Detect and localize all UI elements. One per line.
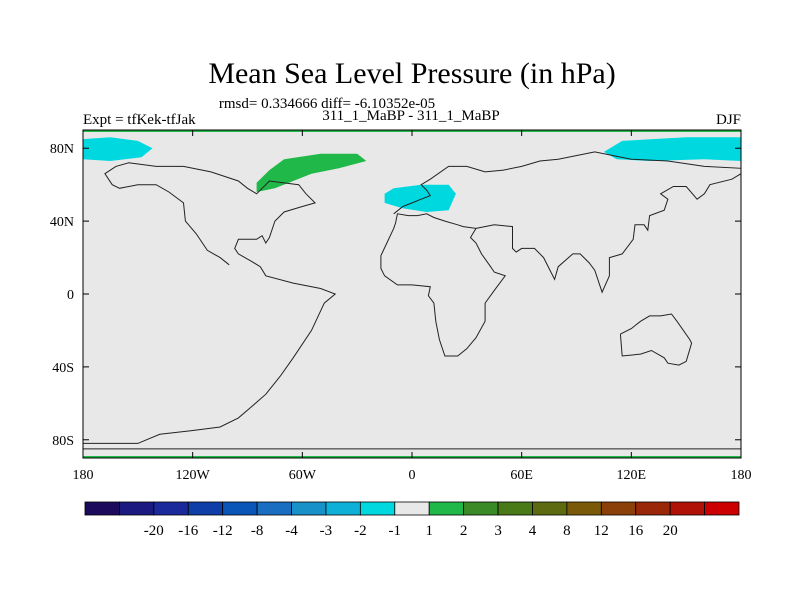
- x-tick-label: 60W: [289, 468, 317, 483]
- y-tick-label: 80S: [52, 434, 74, 449]
- y-tick-label: 40N: [50, 215, 74, 230]
- colorbar-swatch: [704, 501, 740, 516]
- anomaly-negative-2: [384, 184, 456, 212]
- colorbar-label: 12: [594, 523, 609, 539]
- x-tick-label: 120W: [176, 468, 211, 483]
- map-frame: 180 120W 60W 0 60E 120E 180 80N 40N 0 40S 80S: [50, 129, 752, 483]
- map-background: [83, 130, 741, 458]
- stats-line: rmsd= 0.334666 diff= -6.10352e-05: [219, 96, 435, 112]
- colorbar-swatch: [497, 501, 533, 516]
- center-label: 311_1_MaBP - 311_1_MaBP: [322, 108, 500, 124]
- colorbar-label: 2: [460, 523, 468, 539]
- colorbar-swatch: [84, 501, 120, 516]
- colorbar-swatch: [153, 501, 189, 516]
- colorbar-swatch: [463, 501, 499, 516]
- colorbar-label: -12: [213, 523, 233, 539]
- colorbar-label: -2: [354, 523, 367, 539]
- colorbar-swatch: [359, 501, 396, 516]
- x-tick-label: 0: [409, 468, 416, 483]
- y-tick-label: 80N: [50, 142, 74, 157]
- chart-title: Mean Sea Level Pressure (in hPa): [208, 57, 615, 90]
- colorbar-swatch: [291, 501, 327, 516]
- colorbar: -20 -16 -12 -8 -4 -3 -2 -1 1 2 3 4 8 12 16 20: [84, 501, 740, 539]
- colorbar-swatch: [119, 501, 155, 516]
- coastline-afro-eurasia: [380, 213, 507, 357]
- colorbar-swatch: [428, 501, 465, 516]
- coastline-americas: [83, 162, 337, 444]
- colorbar-label: -1: [389, 523, 402, 539]
- coastline-layer: [83, 151, 742, 450]
- anomaly-negative-1: [603, 137, 741, 161]
- colorbar-swatch: [187, 501, 224, 516]
- colorbar-label: 8: [563, 523, 571, 539]
- left-label: Expt = tfKek-tfJak: [83, 112, 196, 128]
- x-tick-label: 180: [731, 468, 752, 483]
- axis-layer: 180 120W 60W 0 60E 120E 180 80N 40N 0 40S 80S: [50, 130, 752, 483]
- x-tick-label: 180: [73, 468, 94, 483]
- colorbar-swatch: [635, 501, 671, 516]
- colorbar-swatch: [566, 501, 602, 516]
- y-tick-label: 0: [67, 288, 74, 303]
- colorbar-label: 1: [425, 523, 433, 539]
- colorbar-label: 16: [628, 523, 644, 539]
- colorbar-label: 20: [663, 523, 678, 539]
- anomaly-negative-0: [83, 137, 153, 161]
- x-tick-label: 120E: [617, 468, 647, 483]
- right-label: DJF: [716, 112, 741, 128]
- y-tick-label: 40S: [52, 361, 74, 376]
- colorbar-swatch: [256, 501, 292, 516]
- colorbar-swatch: [669, 501, 705, 516]
- colorbar-swatch: [532, 501, 568, 516]
- x-tick-label: 60E: [510, 468, 533, 483]
- coastline-australia: [619, 313, 693, 366]
- colorbar-swatch: [222, 501, 258, 516]
- colorbar-label: -16: [178, 523, 198, 539]
- colorbar-label: 3: [494, 523, 502, 539]
- colorbar-label: -4: [285, 523, 298, 539]
- coastline-asia: [393, 151, 742, 294]
- colorbar-swatch: [394, 501, 430, 516]
- colorbar-label: 4: [529, 523, 537, 539]
- colorbar-label: -8: [251, 523, 264, 539]
- colorbar-label: -20: [144, 523, 164, 539]
- colorbar-swatch: [600, 501, 637, 516]
- colorbar-swatch: [325, 501, 361, 516]
- colorbar-label: -3: [320, 523, 333, 539]
